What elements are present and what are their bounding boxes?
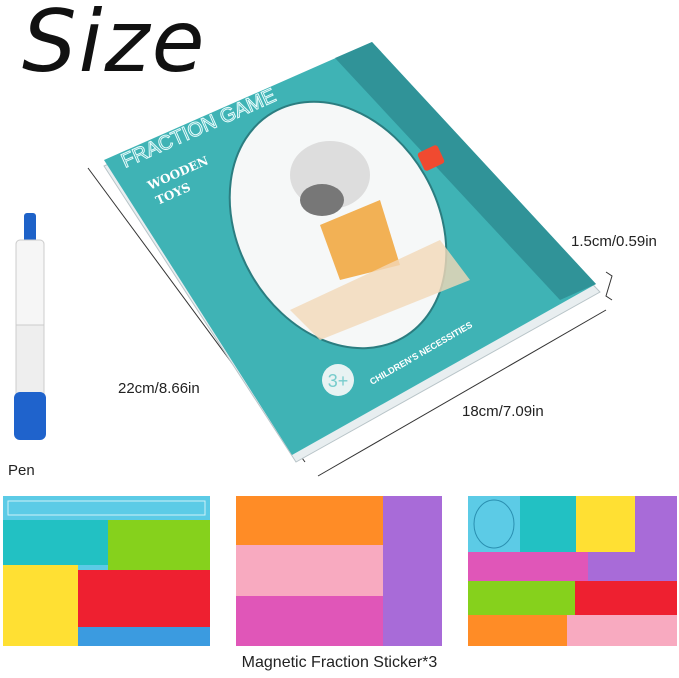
sticker-caption: Magnetic Fraction Sticker*3: [241, 654, 438, 671]
zebra-shirt: [320, 200, 400, 280]
thickness-label: 1.5cm/0.59in: [571, 233, 657, 250]
pen-label: Pen: [8, 462, 35, 479]
page-title: Size: [22, 0, 207, 92]
cover-flap: [335, 42, 596, 300]
thickness-marker: [605, 271, 613, 301]
height-label: 22cm/8.66in: [118, 380, 200, 397]
width-dimension-line: [317, 309, 607, 477]
age-text: 3+: [328, 371, 349, 391]
fraction-sticker-2: [236, 496, 442, 646]
pen-icon: [14, 213, 46, 440]
fraction-sticker-3: [468, 496, 677, 646]
width-label: 18cm/7.09in: [462, 403, 544, 420]
brand-logo-icon: [417, 145, 445, 171]
age-badge: [322, 364, 354, 396]
book-cover: 3+ FRACTION GAME WOODEN TOYS CHILDREN'S …: [103, 42, 601, 463]
fraction-sticker-1: [3, 496, 210, 646]
